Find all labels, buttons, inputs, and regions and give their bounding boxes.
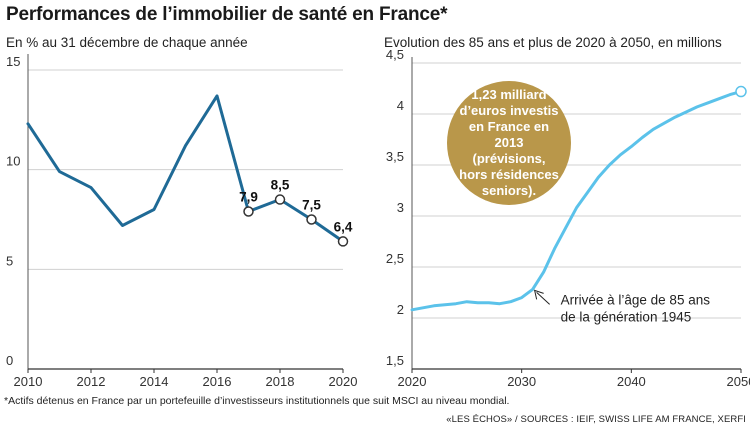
y-tick-label: 0 bbox=[6, 353, 13, 368]
annotation-text: Arrivée à l’âge de 85 ans bbox=[561, 292, 711, 307]
callout-line: d’euros investis bbox=[459, 103, 559, 118]
y-tick-label: 10 bbox=[6, 154, 20, 169]
data-point-marker bbox=[243, 206, 254, 217]
data-point-marker bbox=[306, 214, 317, 225]
x-tick-label: 2010 bbox=[14, 374, 43, 389]
investment-callout-bubble: 1,23 milliard d’euros investis en France… bbox=[447, 81, 571, 205]
y-tick-label: 3 bbox=[397, 200, 404, 215]
data-label: 7,5 bbox=[302, 197, 321, 212]
y-tick-label: 3,5 bbox=[386, 149, 404, 164]
x-tick-label: 2030 bbox=[507, 374, 536, 389]
x-tick-label: 2018 bbox=[266, 374, 295, 389]
callout-line: (prévisions, bbox=[472, 151, 546, 166]
data-point-marker bbox=[735, 85, 747, 98]
data-label: 7,9 bbox=[239, 190, 258, 205]
annotation-arrowhead bbox=[533, 289, 544, 300]
callout-line: seniors). bbox=[481, 183, 537, 198]
callout-line: 1,23 milliard bbox=[471, 87, 547, 102]
source-credit: «LES ÉCHOS» / SOURCES : IEIF, SWISS LIFE… bbox=[446, 414, 746, 425]
x-tick-label: 2050 bbox=[727, 374, 750, 389]
series-line bbox=[410, 90, 743, 312]
callout-line: en France en 2013 bbox=[468, 119, 550, 150]
footnote: *Actifs détenus en France par un portefe… bbox=[4, 395, 510, 407]
x-tick-label: 2040 bbox=[617, 374, 646, 389]
callout-line: hors résidences bbox=[459, 167, 559, 182]
left-chart-subtitle: En % au 31 décembre de chaque année bbox=[6, 35, 248, 50]
annotation-text: de la génération 1945 bbox=[561, 309, 692, 324]
y-tick-label: 5 bbox=[6, 253, 13, 268]
data-point-marker bbox=[274, 194, 286, 205]
y-tick-label: 4,5 bbox=[386, 47, 404, 62]
y-tick-label: 4 bbox=[397, 98, 404, 113]
y-tick-label: 2 bbox=[397, 302, 404, 317]
x-tick-label: 2020 bbox=[329, 374, 358, 389]
right-chart-subtitle: Evolution des 85 ans et plus de 2020 à 2… bbox=[384, 35, 722, 50]
series-line bbox=[26, 94, 345, 243]
data-point-marker bbox=[337, 236, 349, 247]
y-tick-label: 15 bbox=[6, 54, 20, 69]
data-label: 6,4 bbox=[334, 219, 353, 234]
x-tick-label: 2012 bbox=[77, 374, 106, 389]
x-tick-label: 2014 bbox=[140, 374, 169, 389]
y-tick-label: 1,5 bbox=[386, 353, 404, 368]
chart-title: Performances de l’immobilier de santé en… bbox=[6, 4, 448, 25]
data-label: 8,5 bbox=[271, 178, 290, 193]
x-tick-label: 2016 bbox=[203, 374, 232, 389]
y-tick-label: 2,5 bbox=[386, 251, 404, 266]
annotation-arrow bbox=[536, 292, 550, 305]
x-tick-label: 2020 bbox=[398, 374, 427, 389]
